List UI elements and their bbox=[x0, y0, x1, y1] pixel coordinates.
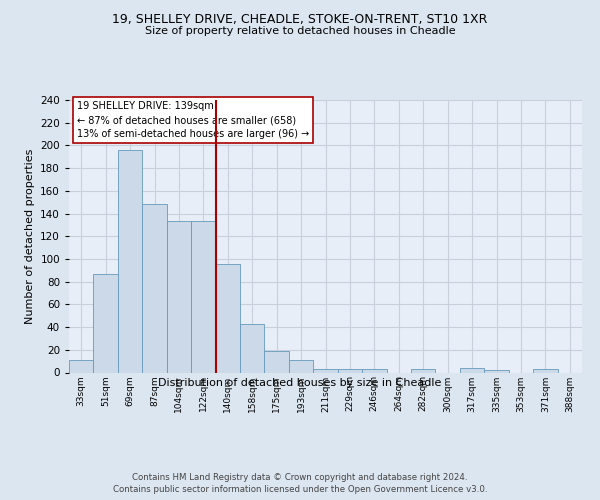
Text: Contains HM Land Registry data © Crown copyright and database right 2024.
Contai: Contains HM Land Registry data © Crown c… bbox=[113, 472, 487, 494]
Bar bbox=[313, 369, 338, 372]
Bar bbox=[460, 368, 484, 372]
Bar bbox=[191, 222, 215, 372]
Bar bbox=[167, 222, 191, 372]
Bar bbox=[215, 264, 240, 372]
Bar bbox=[265, 351, 289, 372]
Text: 19 SHELLEY DRIVE: 139sqm
← 87% of detached houses are smaller (658)
13% of semi-: 19 SHELLEY DRIVE: 139sqm ← 87% of detach… bbox=[77, 102, 309, 140]
Bar bbox=[289, 360, 313, 372]
Bar bbox=[411, 369, 436, 372]
Bar bbox=[69, 360, 94, 372]
Bar bbox=[533, 369, 557, 372]
Text: Size of property relative to detached houses in Cheadle: Size of property relative to detached ho… bbox=[145, 26, 455, 36]
Text: 19, SHELLEY DRIVE, CHEADLE, STOKE-ON-TRENT, ST10 1XR: 19, SHELLEY DRIVE, CHEADLE, STOKE-ON-TRE… bbox=[112, 12, 488, 26]
Y-axis label: Number of detached properties: Number of detached properties bbox=[25, 148, 35, 324]
Bar bbox=[94, 274, 118, 372]
Text: Distribution of detached houses by size in Cheadle: Distribution of detached houses by size … bbox=[158, 378, 442, 388]
Bar bbox=[142, 204, 167, 372]
Bar bbox=[484, 370, 509, 372]
Bar bbox=[118, 150, 142, 372]
Bar bbox=[362, 369, 386, 372]
Bar bbox=[338, 369, 362, 372]
Bar bbox=[240, 324, 265, 372]
